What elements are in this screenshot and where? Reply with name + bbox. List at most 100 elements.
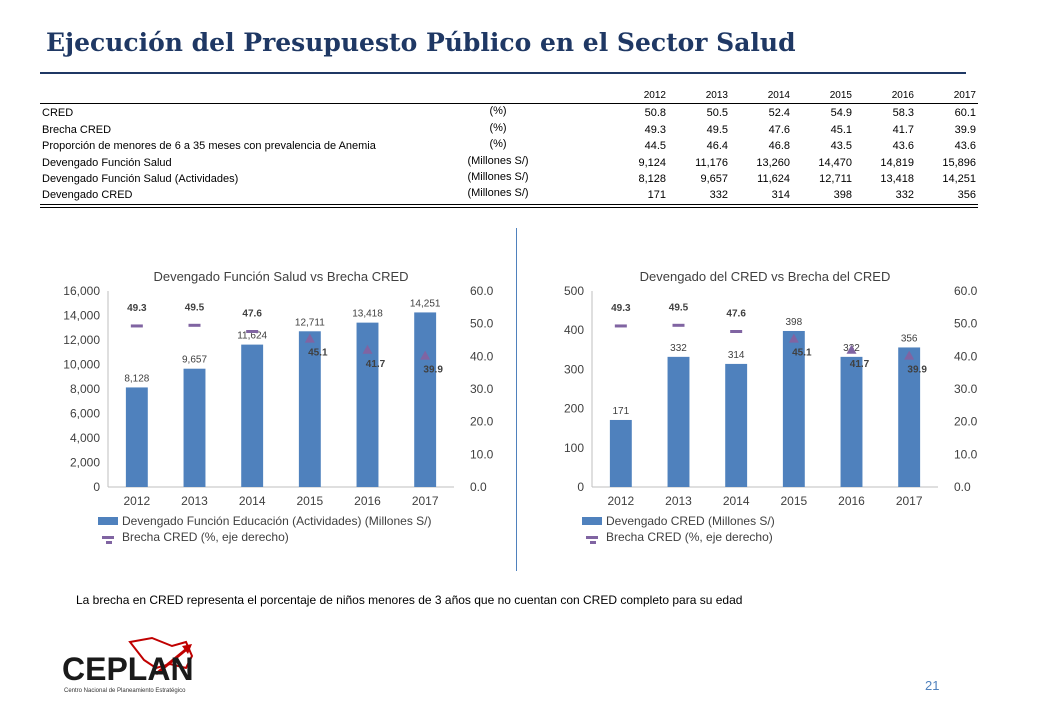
table-cell: 44.5 [644, 140, 666, 152]
x-tick-label: 2014 [723, 494, 750, 508]
bar-2013 [183, 368, 206, 487]
y-tick-label: 14,000 [63, 309, 100, 323]
legend-label-brecha: Brecha CRED (%, eje derecho) [606, 530, 773, 544]
bar-data-label: 332 [670, 343, 687, 354]
chart-devengado-cred: Devengado del CRED vs Brecha del CRED 0 10… [564, 269, 978, 544]
table-cell: 314 [771, 189, 790, 201]
table-cell: 13,418 [880, 173, 914, 185]
bar-2014 [241, 344, 264, 487]
table-cell: 54.9 [830, 107, 852, 119]
bar-2015 [298, 331, 321, 487]
logo-subtitle: Centro Nacional de Planeamiento Estratég… [64, 688, 186, 694]
x-tick-label: 2012 [123, 494, 150, 508]
table-top-rule [40, 103, 978, 104]
table-cell: 9,124 [638, 157, 666, 169]
brecha-data-label: 49.5 [185, 302, 205, 313]
y2-tick-label: 20.0 [470, 415, 494, 429]
chart-divider [516, 228, 517, 571]
bar-2016 [356, 322, 379, 487]
bar-2012 [125, 387, 148, 487]
y-tick-label: 400 [564, 323, 584, 337]
y-tick-label: 300 [564, 362, 584, 376]
page-title: Ejecución del Presupuesto Público en el … [46, 28, 796, 57]
bar-data-label: 314 [728, 350, 745, 361]
bar-data-label: 398 [785, 317, 802, 328]
table-cell: 12,711 [819, 173, 852, 185]
title-rule [40, 72, 966, 74]
brecha-marker-2012 [614, 324, 627, 328]
table-year-2017: 2017 [953, 90, 976, 101]
y-tick-label: 6,000 [70, 407, 100, 421]
brecha-marker-2014 [730, 330, 743, 334]
table-cell: 46.4 [706, 140, 728, 152]
bar-data-label: 13,418 [352, 309, 383, 320]
brecha-data-label: 45.1 [308, 348, 328, 359]
brecha-marker-2016 [846, 344, 857, 354]
bar-data-label: 8,128 [124, 373, 149, 384]
y2-tick-label: 60.0 [954, 284, 978, 298]
table-cell: 60.1 [954, 107, 976, 119]
bar-data-label: 9,657 [182, 355, 207, 366]
table-cell: 171 [647, 189, 666, 201]
y2-tick-label: 50.0 [954, 317, 978, 331]
page-number: 21 [925, 678, 940, 693]
y2-tick-label: 0.0 [954, 480, 971, 494]
table-row-unit: (Millones S/) [467, 187, 529, 199]
table-cell: 43.6 [892, 140, 914, 152]
x-tick-label: 2012 [607, 494, 634, 508]
y2-tick-label: 0.0 [470, 480, 487, 494]
legend-label-bars: Devengado Función Educación (Actividades… [122, 514, 432, 528]
table-year-2014: 2014 [767, 90, 790, 101]
bar-data-label: 12,711 [295, 317, 325, 328]
y-tick-label: 100 [564, 441, 584, 455]
y-tick-label: 4,000 [70, 431, 100, 445]
table-bottom-rule-2 [40, 207, 978, 208]
table-cell: 332 [895, 189, 914, 201]
table-row-label: Brecha CRED [42, 124, 112, 136]
bar-data-label: 171 [612, 406, 629, 417]
brecha-marker-2016 [362, 344, 373, 354]
table-cell: 356 [957, 189, 976, 201]
brecha-marker-2017 [420, 350, 431, 360]
bar-2013 [667, 356, 690, 487]
brecha-data-label: 41.7 [850, 359, 870, 370]
y2-tick-label: 10.0 [954, 447, 978, 461]
table-cell: 14,251 [942, 173, 976, 185]
table-row-unit: (Millones S/) [467, 171, 529, 183]
table-cell: 398 [833, 189, 852, 201]
brecha-data-label: 49.5 [669, 302, 689, 313]
y2-tick-label: 50.0 [470, 317, 494, 331]
y2-tick-label: 30.0 [954, 382, 978, 396]
brecha-data-label: 47.6 [242, 309, 262, 320]
x-tick-label: 2015 [780, 494, 807, 508]
table-cell: 8,128 [638, 173, 666, 185]
table-cell: 41.7 [892, 124, 914, 136]
brecha-data-label: 47.6 [726, 309, 746, 320]
table-cell: 13,260 [756, 157, 790, 169]
bar-data-label: 11,624 [237, 331, 267, 342]
x-tick-label: 2014 [239, 494, 266, 508]
table-cell: 43.6 [954, 140, 976, 152]
y-tick-label: 0 [577, 480, 584, 494]
table-cell: 49.3 [644, 124, 666, 136]
chart-devengado-funcion-salud: Devengado Función Salud vs Brecha CRED 0 2… [63, 269, 494, 544]
brecha-data-label: 49.3 [127, 303, 147, 314]
legend-swatch-brecha-mark [106, 541, 112, 544]
brecha-marker-2013 [188, 323, 201, 327]
brecha-marker-2014 [246, 330, 259, 334]
brecha-data-label: 41.7 [366, 359, 386, 370]
table-cell: 15,896 [942, 157, 976, 169]
table-year-2016: 2016 [891, 90, 914, 101]
y2-tick-label: 60.0 [470, 284, 494, 298]
table-cell: 11,624 [757, 173, 790, 185]
legend-swatch-brecha [102, 536, 114, 539]
table-cell: 50.8 [644, 107, 666, 119]
bar-2014 [725, 363, 748, 487]
table-cell: 49.5 [706, 124, 728, 136]
table-row-unit: (%) [489, 105, 507, 117]
table-row-unit: (Millones S/) [467, 155, 529, 167]
table-row-label: Devengado CRED [42, 189, 133, 201]
y-tick-label: 8,000 [70, 382, 100, 396]
table-cell: 46.8 [768, 140, 790, 152]
brecha-marker-2017 [904, 350, 915, 360]
